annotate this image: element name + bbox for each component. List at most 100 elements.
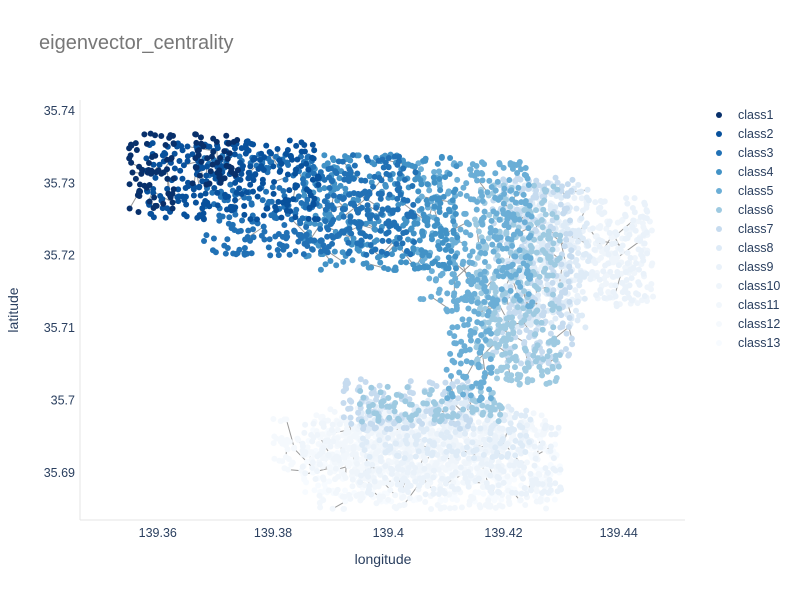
node-point-class1 xyxy=(143,140,150,147)
node-point-class4 xyxy=(450,218,457,225)
network-edge xyxy=(293,448,314,469)
node-point-class6 xyxy=(373,410,380,417)
legend-item-label[interactable]: class9 xyxy=(738,260,773,274)
node-point-class5 xyxy=(511,253,518,260)
legend-marker[interactable] xyxy=(716,169,722,175)
node-point-class6 xyxy=(500,364,507,371)
node-point-class3 xyxy=(221,242,228,249)
node-point-class1 xyxy=(162,142,169,149)
node-point-class9 xyxy=(624,200,631,207)
node-point-class9 xyxy=(605,221,612,228)
legend-item-label[interactable]: class3 xyxy=(738,146,773,160)
node-point-class3 xyxy=(324,193,331,200)
legend-item-label[interactable]: class2 xyxy=(738,127,773,141)
node-point-class11 xyxy=(385,496,392,503)
legend-item-label[interactable]: class6 xyxy=(738,203,773,217)
node-point-class6 xyxy=(510,329,517,336)
node-point-class9 xyxy=(583,201,590,208)
node-point-class5 xyxy=(522,198,529,205)
node-point-class4 xyxy=(337,182,344,189)
node-point-class2 xyxy=(293,142,300,149)
node-point-class5 xyxy=(460,391,467,398)
node-point-class11 xyxy=(347,438,354,445)
node-point-class7 xyxy=(419,420,426,427)
node-point-class5 xyxy=(489,241,496,248)
legend-marker[interactable] xyxy=(716,283,722,289)
node-point-class3 xyxy=(280,187,287,194)
node-point-class9 xyxy=(396,423,403,430)
node-point-class3 xyxy=(412,169,419,176)
node-point-class6 xyxy=(491,340,498,347)
legend-item-label[interactable]: class5 xyxy=(738,184,773,198)
node-point-class5 xyxy=(419,258,426,265)
node-point-class1 xyxy=(139,167,146,174)
node-point-class11 xyxy=(517,497,524,504)
legend-marker[interactable] xyxy=(716,245,722,251)
legend-marker[interactable] xyxy=(716,321,722,327)
node-point-class3 xyxy=(358,237,365,244)
node-point-class8 xyxy=(511,426,518,433)
node-point-class3 xyxy=(349,152,356,159)
node-point-class4 xyxy=(445,265,452,272)
legend-item-label[interactable]: class4 xyxy=(738,165,773,179)
node-point-class8 xyxy=(585,197,592,204)
node-point-class3 xyxy=(224,236,231,243)
legend-item-label[interactable]: class11 xyxy=(738,298,780,312)
legend-marker[interactable] xyxy=(716,150,722,156)
node-point-class6 xyxy=(527,242,534,249)
legend-item-label[interactable]: class13 xyxy=(738,336,780,350)
node-point-class8 xyxy=(574,262,581,269)
node-point-class6 xyxy=(526,307,533,314)
node-point-class5 xyxy=(461,322,468,329)
node-point-class4 xyxy=(412,176,419,183)
node-point-class3 xyxy=(379,237,386,244)
node-point-class9 xyxy=(368,491,375,498)
legend-marker[interactable] xyxy=(716,340,722,346)
node-point-class12 xyxy=(285,456,292,463)
node-point-class9 xyxy=(548,431,555,438)
node-point-class9 xyxy=(643,229,650,236)
legend-item-label[interactable]: class7 xyxy=(738,222,773,236)
node-point-class12 xyxy=(319,431,326,438)
node-point-class5 xyxy=(490,302,497,309)
legend-item-label[interactable]: class8 xyxy=(738,241,773,255)
node-point-class9 xyxy=(643,207,650,214)
node-point-class10 xyxy=(309,459,316,466)
node-point-class9 xyxy=(376,467,383,474)
node-point-class9 xyxy=(465,483,472,490)
legend-marker[interactable] xyxy=(716,112,722,118)
node-point-class11 xyxy=(522,502,529,509)
node-point-class4 xyxy=(436,176,443,183)
node-point-class4 xyxy=(450,189,457,196)
node-point-class4 xyxy=(424,201,431,208)
node-point-class9 xyxy=(635,279,642,286)
node-point-class6 xyxy=(393,391,400,398)
node-point-class8 xyxy=(421,413,428,420)
node-point-class3 xyxy=(330,192,337,199)
legend-marker[interactable] xyxy=(716,264,722,270)
node-point-class1 xyxy=(230,138,237,145)
node-point-class12 xyxy=(346,460,353,467)
y-axis-title: latitude xyxy=(5,287,21,332)
legend-item-label[interactable]: class10 xyxy=(738,279,780,293)
node-point-class5 xyxy=(488,330,495,337)
node-point-class6 xyxy=(491,399,498,406)
node-point-class2 xyxy=(179,147,186,154)
legend-marker[interactable] xyxy=(716,188,722,194)
node-point-class7 xyxy=(566,314,573,321)
legend-item-label[interactable]: class1 xyxy=(738,108,773,122)
node-point-class1 xyxy=(146,181,153,188)
legend-item-label[interactable]: class12 xyxy=(738,317,780,331)
legend-marker[interactable] xyxy=(716,131,722,137)
node-point-class9 xyxy=(629,205,636,212)
legend-marker[interactable] xyxy=(716,302,722,308)
node-point-class4 xyxy=(395,201,402,208)
node-point-class10 xyxy=(474,465,481,472)
node-point-class8 xyxy=(522,412,529,419)
node-point-class4 xyxy=(396,175,403,182)
node-point-class6 xyxy=(546,348,553,355)
node-point-class6 xyxy=(539,372,546,379)
legend-marker[interactable] xyxy=(716,226,722,232)
node-point-class9 xyxy=(643,215,650,222)
legend-marker[interactable] xyxy=(716,207,722,213)
